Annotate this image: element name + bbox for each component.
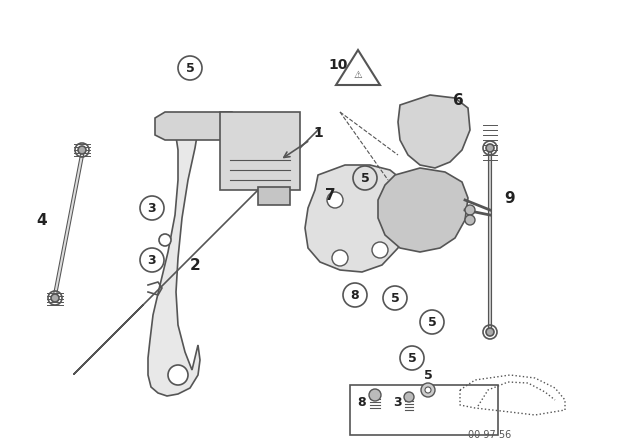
Circle shape <box>486 328 494 336</box>
Text: 5: 5 <box>360 172 369 185</box>
FancyBboxPatch shape <box>258 187 290 205</box>
Circle shape <box>369 389 381 401</box>
FancyBboxPatch shape <box>350 385 498 435</box>
Circle shape <box>168 365 188 385</box>
Polygon shape <box>378 168 468 252</box>
Text: 00 97 56: 00 97 56 <box>468 430 511 440</box>
Circle shape <box>465 205 475 215</box>
Text: ⚠: ⚠ <box>354 70 362 80</box>
Polygon shape <box>148 130 200 396</box>
Polygon shape <box>305 165 410 272</box>
Circle shape <box>486 144 494 152</box>
Circle shape <box>465 215 475 225</box>
Text: 7: 7 <box>324 188 335 202</box>
FancyBboxPatch shape <box>220 112 300 190</box>
Text: 9: 9 <box>505 190 515 206</box>
Text: 6: 6 <box>452 92 463 108</box>
Text: 3: 3 <box>148 254 156 267</box>
Circle shape <box>78 146 86 154</box>
Text: 5: 5 <box>186 61 195 74</box>
Text: 4: 4 <box>36 212 47 228</box>
Text: 5: 5 <box>428 315 436 328</box>
Text: 8: 8 <box>351 289 359 302</box>
Polygon shape <box>398 95 470 168</box>
Circle shape <box>327 192 343 208</box>
Text: 3: 3 <box>394 396 403 409</box>
Circle shape <box>332 250 348 266</box>
Text: 5: 5 <box>390 292 399 305</box>
Polygon shape <box>336 50 380 85</box>
Circle shape <box>159 234 171 246</box>
Polygon shape <box>155 112 240 140</box>
Circle shape <box>421 383 435 397</box>
Text: 5: 5 <box>424 369 433 382</box>
Text: 10: 10 <box>328 58 348 72</box>
Circle shape <box>404 392 414 402</box>
Circle shape <box>372 242 388 258</box>
Text: 3: 3 <box>148 202 156 215</box>
Circle shape <box>51 294 59 302</box>
Text: 1: 1 <box>313 126 323 140</box>
Text: 2: 2 <box>189 258 200 272</box>
Circle shape <box>425 387 431 393</box>
Text: 8: 8 <box>358 396 366 409</box>
Text: 5: 5 <box>408 352 417 365</box>
